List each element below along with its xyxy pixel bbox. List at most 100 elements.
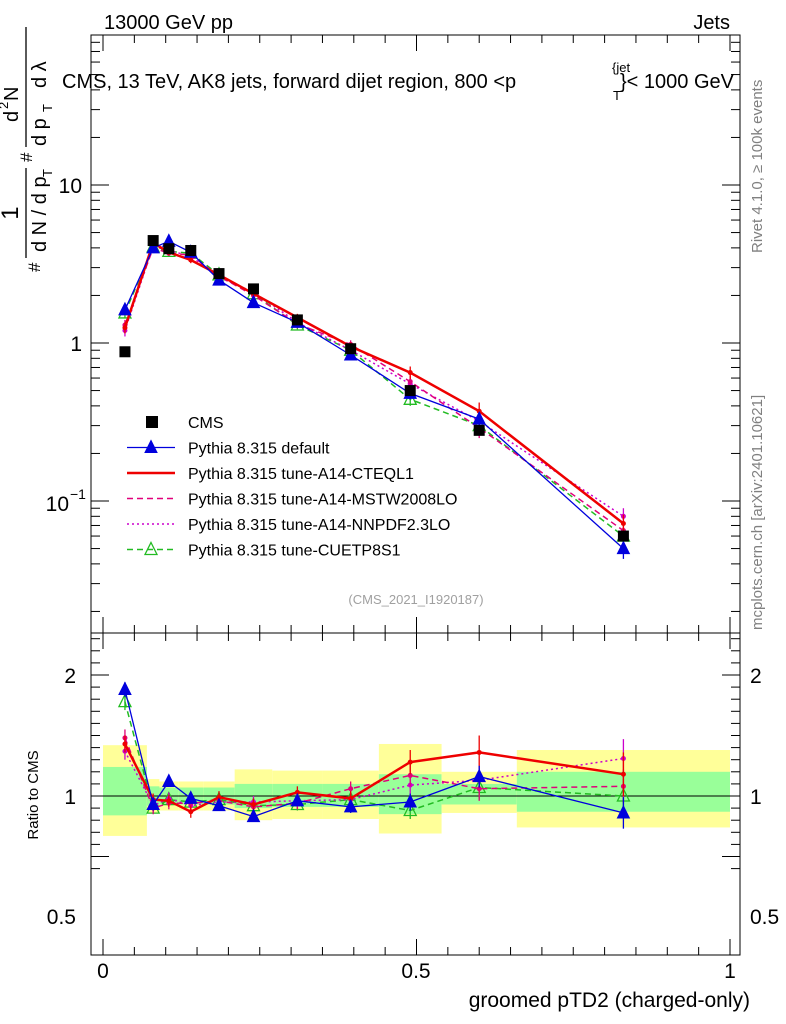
legend-label-default: Pythia 8.315 default — [188, 441, 330, 458]
main-point-default — [472, 410, 487, 425]
ratio-point-cteql1 — [216, 794, 222, 800]
main-point-default — [146, 239, 160, 254]
svg-text:T: T — [40, 169, 55, 177]
ratio-tick-label-right-0.5: 0.5 — [750, 906, 779, 929]
main-point-cteql1 — [620, 521, 626, 527]
ratio-point-cteql1 — [348, 795, 354, 801]
ratio-point-default — [162, 773, 176, 787]
plot-title-main: CMS, 13 TeV, AK8 jets, forward dijet reg… — [62, 71, 516, 93]
cms-data-point — [617, 530, 629, 542]
x-axis-label: groomed pTD2 (charged-only) — [469, 989, 750, 1012]
ratio-line-mstw — [124, 737, 624, 810]
plot-title-subscript: T — [613, 88, 621, 103]
ratio-series — [117, 681, 631, 829]
cms-data-point — [119, 346, 131, 358]
cms-data-point — [247, 283, 259, 295]
svg-text:d p: d p — [29, 118, 51, 146]
main-point-cteql1 — [188, 257, 194, 263]
y-tick-label-1: 1 — [70, 333, 82, 356]
legend-label-cms: CMS — [188, 415, 224, 432]
legend-label-cuetp8s1: Pythia 8.315 tune-CUETP8S1 — [188, 543, 401, 560]
ratio-tick-label-1: 1 — [64, 786, 76, 809]
ratio-point-cteql1 — [188, 809, 194, 815]
legend-label-nnpdf: Pythia 8.315 tune-A14-NNPDF2.3LO — [188, 517, 450, 534]
legend-marker-default — [144, 439, 158, 453]
svg-text:1: 1 — [0, 206, 24, 219]
cms-data-point — [345, 343, 357, 355]
x-tick-label-1: 1 — [724, 960, 736, 983]
axis-ticks — [91, 35, 740, 955]
ratio-tick-label-right-2: 2 — [750, 665, 762, 688]
main-point-mstw — [407, 379, 413, 385]
cms-data-point — [291, 314, 303, 326]
ratio-point-default — [343, 798, 358, 813]
ratio-point-default — [146, 796, 160, 810]
ratio-point-default — [472, 768, 487, 783]
ratio-point-cteql1 — [407, 759, 413, 765]
ratio-point-mstw — [407, 772, 413, 778]
plot-title-tail: }< 1000 GeV — [620, 71, 735, 93]
main-point-default — [212, 272, 226, 286]
y-tick-label-10: 10 — [59, 175, 82, 198]
ratio-tick-label-2: 2 — [64, 665, 76, 688]
svg-text:d: d — [1, 111, 23, 122]
ratio-tick-label-0.5: 0.5 — [47, 906, 76, 929]
x-tick-label-0.5: 0.5 — [401, 960, 430, 983]
cms-data-point — [185, 244, 197, 256]
ratio-point-cteql1 — [476, 749, 482, 755]
svg-text:N: N — [1, 87, 23, 101]
ratio-point-cteql1 — [250, 801, 256, 807]
svg-text:−1: −1 — [70, 486, 86, 502]
svg-text:2: 2 — [0, 102, 11, 109]
plot-title-superscript: {jet — [612, 60, 630, 75]
ratio-point-default — [118, 681, 132, 696]
mcplots-label: mcplots.cern.ch [arXiv:2401.10621] — [749, 395, 766, 630]
main-y-axis-label: # 1 d N / d p T # d 2 N d p T d λ — [0, 27, 55, 272]
legend-marker-cuetp8s1 — [143, 541, 159, 556]
ratio-point-default — [183, 790, 198, 804]
header-process: 13000 GeV pp — [104, 12, 233, 34]
ratio-point-cteql1 — [166, 798, 172, 804]
legend-marker-cms — [146, 416, 158, 428]
main-point-default — [118, 301, 132, 316]
legend-label-cteql1: Pythia 8.315 tune-A14-CTEQL1 — [188, 466, 414, 483]
main-series — [117, 233, 631, 559]
main-point-cteql1 — [407, 370, 413, 376]
cms-data-point — [213, 268, 225, 280]
ratio-tick-label-right-1: 1 — [750, 786, 762, 809]
main-point-cteql1 — [122, 325, 128, 331]
cms-data-point — [404, 385, 416, 397]
svg-text:10: 10 — [46, 493, 69, 516]
ratio-point-mstw — [476, 786, 482, 792]
ratio-plot-frame — [90, 632, 741, 956]
ratio-point-default — [290, 792, 305, 807]
ratio-y-axis-label: Ratio to CMS — [25, 750, 42, 839]
legend-label-mstw: Pythia 8.315 tune-A14-MSTW2008LO — [188, 492, 457, 509]
svg-text:T: T — [40, 104, 55, 112]
ratio-point-default — [212, 797, 226, 812]
y-tick-label-0.1: 10 −1 — [46, 486, 87, 516]
ratio-point-cuetp8s1 — [403, 802, 418, 817]
svg-text:d N / d p: d N / d p — [29, 176, 51, 252]
x-tick-label-0: 0 — [97, 960, 109, 983]
main-point-default — [616, 540, 631, 555]
cms-data-point — [147, 235, 159, 247]
svg-text:#: # — [17, 152, 36, 162]
ratio-point-cteql1 — [294, 789, 300, 795]
header-observable: Jets — [693, 12, 730, 34]
plot-title: CMS, 13 TeV, AK8 jets, forward dijet reg… — [62, 60, 735, 103]
svg-text:#: # — [25, 262, 44, 272]
svg-text:d λ: d λ — [29, 61, 51, 88]
cms-data-point — [473, 424, 485, 436]
cms-data-point — [163, 243, 175, 255]
analysis-id: (CMS_2021_I1920187) — [348, 592, 483, 607]
rivet-version-label: Rivet 4.1.0, ≥ 100k events — [749, 80, 766, 253]
ratio-point-cteql1 — [620, 771, 626, 777]
ratio-point-default — [616, 804, 631, 819]
ratio-point-default — [403, 793, 418, 808]
ratio-point-mstw — [348, 786, 354, 792]
ratio-line-nnpdf — [124, 750, 624, 807]
main-point-default — [246, 294, 261, 309]
ratio-point-cteql1 — [122, 741, 128, 747]
